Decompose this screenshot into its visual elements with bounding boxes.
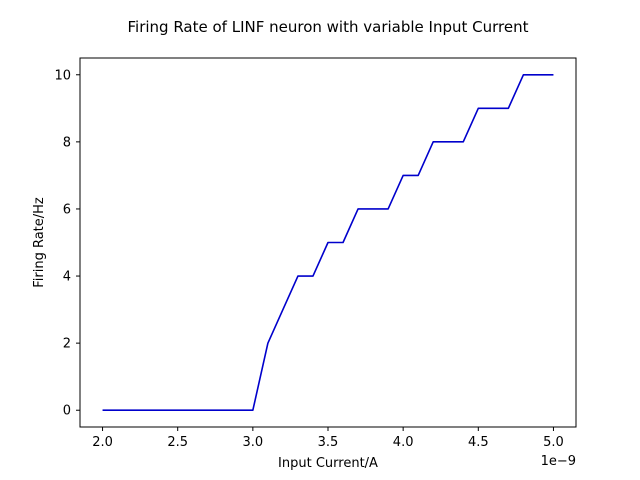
x-tick-label: 4.5 — [468, 435, 489, 450]
x-tick-label: 5.0 — [543, 435, 564, 450]
y-tick-label: 4 — [63, 270, 71, 285]
x-tick-label: 2.5 — [167, 435, 188, 450]
chart-title: Firing Rate of LINF neuron with variable… — [128, 18, 529, 36]
y-axis-label: Firing Rate/Hz — [32, 197, 47, 288]
y-tick-label: 6 — [63, 202, 71, 217]
y-axis-ticks: 0 2 4 6 8 10 — [54, 68, 80, 419]
y-tick-label: 0 — [63, 404, 71, 419]
y-tick-label: 2 — [63, 337, 71, 352]
firing-rate-series-line — [102, 73, 554, 412]
x-axis-label: Input Current/A — [278, 456, 378, 471]
x-axis-ticks: 2.0 2.5 3.0 3.5 4.0 4.5 5.0 — [92, 427, 564, 450]
x-tick-label: 4.0 — [393, 435, 414, 450]
y-tick-label: 10 — [54, 68, 71, 83]
x-axis-offset-label: 1e−9 — [541, 454, 576, 469]
plot-frame — [79, 57, 577, 428]
x-tick-label: 3.0 — [243, 435, 264, 450]
x-tick-label: 3.5 — [318, 435, 339, 450]
y-tick-label: 8 — [63, 135, 71, 150]
series-group — [102, 73, 554, 412]
x-tick-label: 2.0 — [92, 435, 113, 450]
